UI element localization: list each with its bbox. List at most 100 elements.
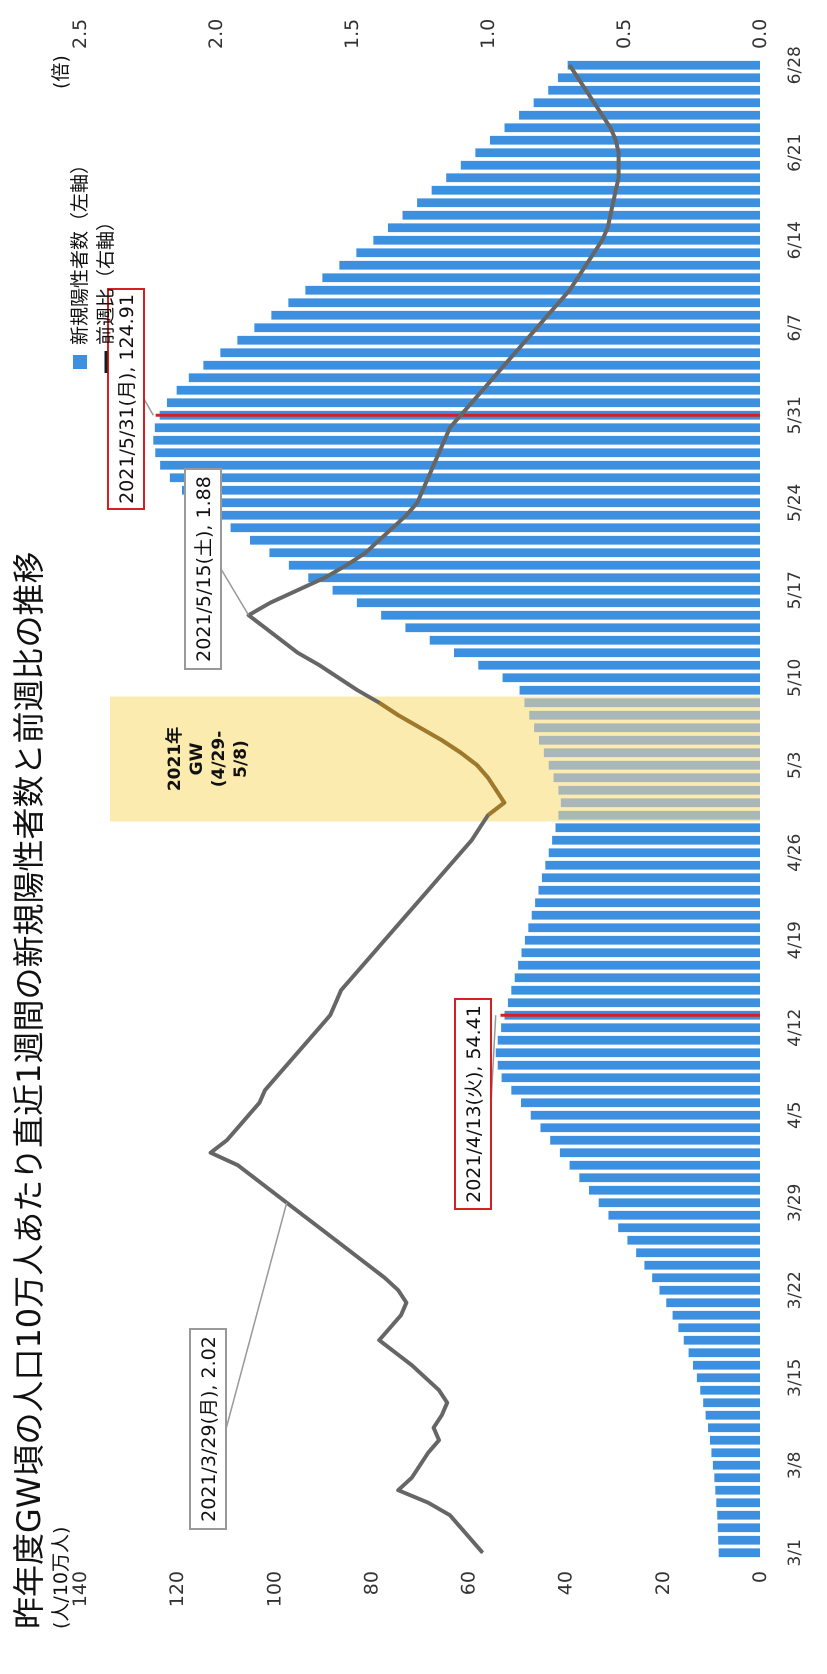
annotations: 2021/3/29(月), 2.02 2021/4/13(火), 54.41 202… <box>107 288 497 1530</box>
ratio-point-97 <box>525 339 527 341</box>
ratio-point-105 <box>601 239 603 241</box>
ratio-point-84 <box>416 502 418 504</box>
ratio-point-42 <box>318 1027 320 1029</box>
ratio-point-33 <box>226 1139 228 1141</box>
bar-day-83 <box>211 510 760 520</box>
bar-day-18 <box>678 1323 761 1333</box>
bar-day-100 <box>288 298 760 308</box>
bar-day-31 <box>569 1160 760 1170</box>
ratio-point-15 <box>411 1364 413 1366</box>
ratio-point-65 <box>441 739 443 741</box>
bar-day-39 <box>497 1060 760 1070</box>
ratio-point-29 <box>269 1189 271 1191</box>
x-tick-5-24: 5/24 <box>785 484 805 522</box>
axes: 0 20 40 60 80 100 120 140 0.0 0.5 1.0 1.5 2.0 2.5 3/1 3… <box>69 19 805 1607</box>
ratio-point-31 <box>237 1164 239 1166</box>
ratio-point-111 <box>617 164 620 166</box>
bar-day-24 <box>636 1248 761 1258</box>
ratio-point-116 <box>593 102 595 104</box>
x-tick-6-28: 6/28 <box>785 46 805 84</box>
x-tick-5-3: 5/3 <box>785 752 805 779</box>
bar-day-40 <box>495 1048 760 1058</box>
ratio-point-113 <box>615 139 617 141</box>
ratio-point-43 <box>329 1014 331 1016</box>
ratio-line-gw <box>378 701 507 817</box>
ratio-point-70 <box>337 677 339 679</box>
bar-day-70 <box>502 673 760 683</box>
annotation-leader-2 <box>220 568 250 616</box>
ratio-point-35 <box>248 1114 250 1116</box>
ratio-point-12 <box>446 1402 448 1404</box>
ratio-point-93 <box>481 389 484 391</box>
ratio-point-87 <box>433 464 435 466</box>
ratio-point-58 <box>479 827 481 829</box>
bar-day-102 <box>322 273 760 283</box>
bar-day-98 <box>254 323 760 333</box>
bar-day-75 <box>381 610 760 620</box>
annotation-box-0 <box>189 1328 227 1530</box>
ratio-point-23 <box>367 1264 369 1266</box>
bar-day-22 <box>652 1273 761 1283</box>
bar-day-4 <box>716 1498 760 1508</box>
ratio-point-40 <box>297 1052 299 1054</box>
bar-day-55 <box>545 860 760 870</box>
x-tick-3-8: 3/8 <box>785 1452 805 1479</box>
bar-day-74 <box>405 623 760 633</box>
legend: 新規陽性者数（左軸） 前週比（右軸） <box>69 155 117 373</box>
bar-day-57 <box>552 835 760 845</box>
ratio-point-51 <box>405 914 407 916</box>
bar-day-73 <box>429 635 760 645</box>
ratio-point-57 <box>471 839 473 841</box>
ratio-point-61 <box>495 789 497 791</box>
bar-day-27 <box>608 1210 761 1220</box>
x-tick-4-12: 4/12 <box>785 1009 805 1047</box>
ratio-point-16 <box>394 1352 397 1354</box>
annotation-leader-3 <box>143 398 154 416</box>
ratio-point-79 <box>345 564 348 566</box>
bar-day-61 <box>558 785 761 795</box>
ratio-point-27 <box>302 1214 304 1216</box>
x-tick-6-21: 6/21 <box>785 134 805 172</box>
bar-day-107 <box>402 210 760 220</box>
ratio-point-4 <box>427 1502 429 1504</box>
ratio-point-59 <box>487 814 489 816</box>
bar-day-28 <box>598 1198 760 1208</box>
bar-day-77 <box>332 585 760 595</box>
bar-day-99 <box>271 310 760 320</box>
left-tick-40: 40 <box>555 1571 577 1595</box>
ratio-point-36 <box>258 1102 261 1104</box>
ratio-point-66 <box>419 727 421 729</box>
bar-day-110 <box>446 173 760 183</box>
ratio-point-44 <box>335 1002 337 1004</box>
bar-day-7 <box>712 1460 761 1470</box>
bar-day-49 <box>524 935 761 945</box>
bar-day-114 <box>504 123 760 133</box>
bar-day-64 <box>543 748 760 758</box>
ratio-point-30 <box>253 1177 255 1179</box>
bar-day-60 <box>560 798 760 808</box>
bar-day-19 <box>672 1310 760 1320</box>
right-tick-2.5: 2.5 <box>69 19 91 49</box>
ratio-point-32 <box>209 1152 212 1154</box>
ratio-point-81 <box>378 539 380 541</box>
bar-day-108 <box>417 198 760 208</box>
ratio-point-114 <box>609 127 612 129</box>
bar-day-76 <box>356 598 760 608</box>
ratio-point-56 <box>460 852 462 854</box>
ratio-point-17 <box>378 1339 380 1341</box>
x-tick-5-31: 5/31 <box>785 396 805 434</box>
bar-day-41 <box>497 1035 760 1045</box>
ratio-point-8 <box>427 1452 429 1454</box>
bar-day-29 <box>589 1185 760 1195</box>
bar-day-32 <box>559 1148 761 1158</box>
ratio-point-99 <box>547 314 549 316</box>
bar-day-9 <box>709 1435 761 1445</box>
bar-day-46 <box>514 973 761 983</box>
ratio-point-117 <box>585 89 587 91</box>
ratio-point-64 <box>460 752 462 754</box>
gw-label-line-1: GW <box>187 742 207 775</box>
ratio-point-37 <box>264 1089 266 1091</box>
x-tick-6-14: 6/14 <box>785 221 805 259</box>
ratio-point-94 <box>492 377 495 379</box>
bar-day-53 <box>538 885 760 895</box>
